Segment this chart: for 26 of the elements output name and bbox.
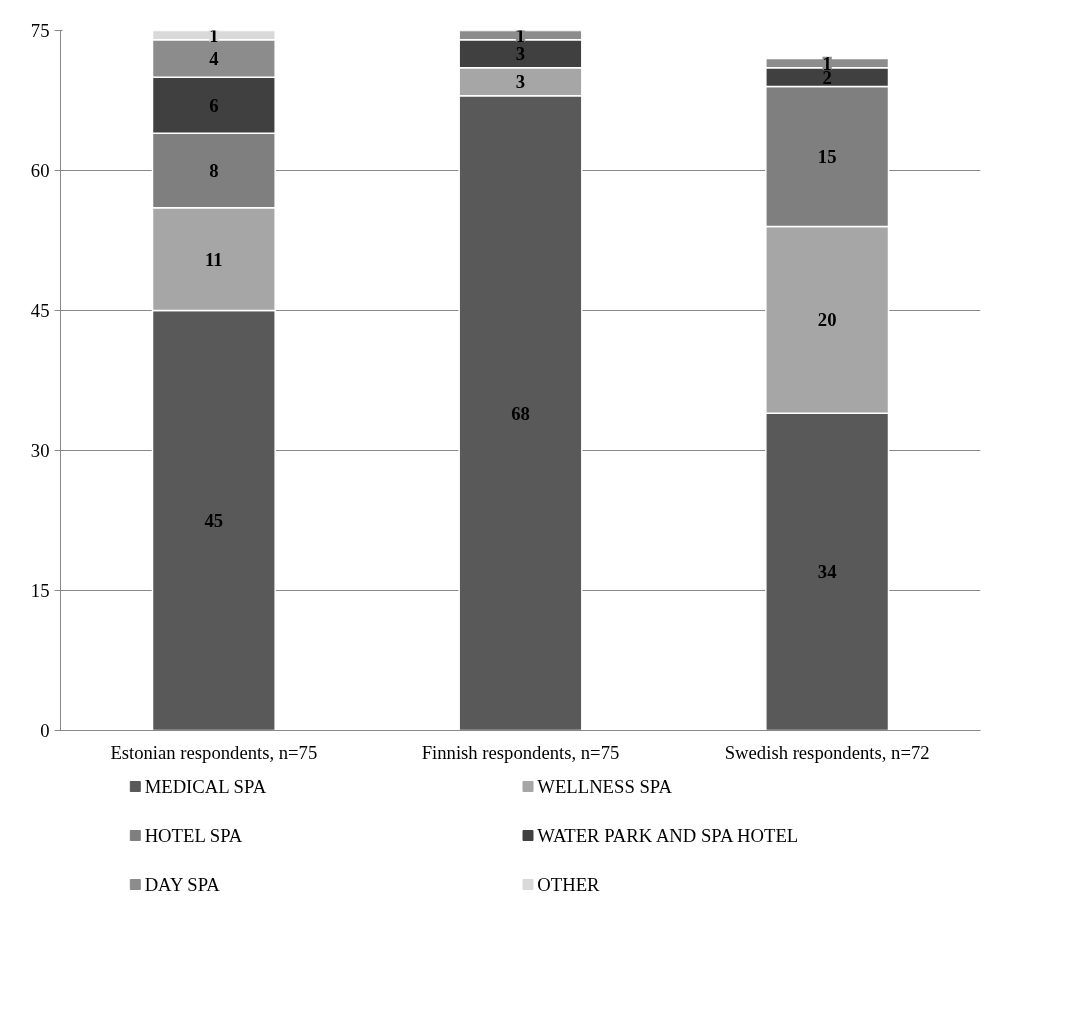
data-label: 11 — [205, 248, 223, 270]
legend-label: OTHER — [537, 874, 601, 895]
data-label: 3 — [515, 71, 526, 93]
legend-label: WATER PARK AND SPA HOTEL — [537, 825, 799, 846]
legend-label: HOTEL SPA — [144, 825, 243, 846]
y-tick-label: 60 — [30, 160, 50, 181]
y-tick-label: 15 — [30, 580, 50, 601]
legend-label: MEDICAL SPA — [144, 776, 267, 797]
data-label: 68 — [511, 402, 530, 424]
data-label: 45 — [204, 510, 224, 531]
data-label: 20 — [817, 309, 837, 331]
legend-label: WELLNESS SPA — [537, 776, 673, 797]
data-label: 4 — [209, 48, 219, 69]
data-label: 3 — [515, 43, 526, 65]
y-tick-label: 30 — [30, 440, 50, 461]
data-label: 8 — [209, 160, 219, 181]
data-label: 34 — [817, 561, 837, 583]
x-tick-label: Swedish respondents, n=72 — [724, 741, 930, 763]
legend-label: DAY SPA — [144, 874, 221, 895]
y-tick-label: 0 — [40, 720, 50, 741]
x-tick-label: Finnish respondents, n=75 — [421, 741, 620, 763]
y-tick-label: 75 — [30, 20, 50, 41]
data-label: 6 — [209, 94, 219, 116]
y-tick-label: 45 — [30, 300, 50, 321]
x-tick-label: Estonian respondents, n=75 — [110, 741, 318, 763]
data-label: 15 — [817, 146, 837, 167]
